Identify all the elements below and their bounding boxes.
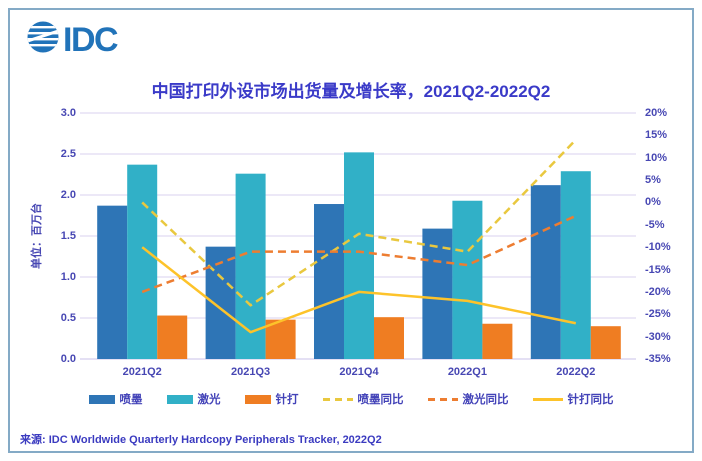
bar-inkjet-2022Q2 bbox=[530, 185, 561, 359]
right-axis-tick-20%: 20% bbox=[645, 107, 668, 119]
right-axis-tick--20%: -20% bbox=[645, 285, 671, 298]
legend-item-inkjet: 喷墨 bbox=[88, 391, 143, 407]
idc-globe-icon bbox=[26, 20, 60, 59]
bar-laser-2021Q4 bbox=[344, 152, 374, 359]
x-axis-label-2021Q3: 2021Q3 bbox=[231, 366, 271, 378]
bar-dot-matrix-2021Q2 bbox=[157, 315, 188, 359]
idc-logo-text: IDC bbox=[63, 20, 119, 59]
bar-dot-matrix-2022Q1 bbox=[482, 323, 513, 359]
bar-inkjet-2021Q4 bbox=[314, 204, 344, 359]
legend-item-inkjet-yoy: 喷墨同比 bbox=[322, 391, 404, 407]
right-axis-tick--10%: -10% bbox=[645, 241, 671, 254]
line-laser-yoy bbox=[141, 214, 577, 294]
legend-label-laser-yoy: 激光同比 bbox=[462, 394, 509, 406]
bar-dot-matrix-2021Q4 bbox=[374, 317, 404, 359]
right-axis-tick--30%: -30% bbox=[645, 330, 671, 343]
legend-swatch-laser-yoy bbox=[427, 397, 458, 401]
bar-inkjet-2021Q2 bbox=[97, 205, 128, 359]
legend-label-inkjet-yoy: 喷墨同比 bbox=[357, 394, 404, 406]
legend-swatch-dot-matrix bbox=[244, 394, 271, 404]
right-axis-tick--35%: -35% bbox=[645, 353, 671, 365]
left-axis-tick-2.5: 2.5 bbox=[60, 148, 76, 160]
legend-item-laser-yoy: 激光同比 bbox=[427, 391, 509, 407]
x-axis-label-2022Q2: 2022Q2 bbox=[556, 366, 596, 378]
bar-laser-2022Q2 bbox=[560, 171, 591, 359]
legend: 喷墨 激光 针打 喷墨同比 激光同比 针打同比 bbox=[0, 391, 702, 407]
bar-inkjet-2021Q3 bbox=[205, 246, 236, 359]
bar-dot-matrix-2022Q2 bbox=[590, 326, 621, 359]
x-axis-label-2021Q4: 2021Q4 bbox=[339, 366, 379, 378]
line-inkjet-yoy bbox=[141, 138, 577, 307]
right-axis-tick--15%: -15% bbox=[645, 263, 671, 276]
legend-swatch-inkjet bbox=[88, 394, 115, 404]
left-axis-title: 单位：百万台 bbox=[31, 203, 43, 269]
left-axis-tick-2.0: 2.0 bbox=[60, 189, 76, 201]
left-axis-tick-3.0: 3.0 bbox=[60, 107, 76, 119]
x-axis-label-2021Q2: 2021Q2 bbox=[122, 366, 162, 378]
legend-label-dot-matrix-yoy: 针打同比 bbox=[567, 394, 614, 406]
bar-laser-2022Q1 bbox=[452, 200, 483, 359]
legend-label-dot-matrix: 针打 bbox=[275, 394, 299, 406]
legend-item-dot-matrix: 针打 bbox=[244, 391, 299, 407]
line-dot-matrix-yoy bbox=[141, 246, 577, 334]
legend-swatch-laser bbox=[166, 394, 193, 404]
legend-item-dot-matrix-yoy: 针打同比 bbox=[532, 391, 614, 407]
bar-inkjet-2022Q1 bbox=[422, 228, 453, 359]
bar-dot-matrix-2021Q3 bbox=[265, 319, 296, 359]
right-axis-tick--25%: -25% bbox=[645, 308, 671, 321]
right-axis-tick-15%: 15% bbox=[645, 129, 668, 142]
left-axis-tick-1.5: 1.5 bbox=[60, 230, 76, 242]
right-axis-tick-0%: 0% bbox=[645, 196, 661, 209]
legend-swatch-inkjet-yoy bbox=[322, 397, 353, 401]
left-axis-tick-0.0: 0.0 bbox=[60, 353, 76, 365]
x-axis-label-2022Q1: 2022Q1 bbox=[447, 366, 487, 378]
right-axis-tick-10%: 10% bbox=[645, 151, 668, 164]
bar-laser-2021Q2 bbox=[127, 164, 158, 359]
source-note: 来源: IDC Worldwide Quarterly Hardcopy Per… bbox=[20, 434, 382, 446]
left-axis-tick-0.5: 0.5 bbox=[60, 312, 76, 324]
right-axis-tick-5%: 5% bbox=[645, 174, 661, 187]
idc-logo: IDC bbox=[26, 20, 119, 59]
left-axis-tick-1.0: 1.0 bbox=[60, 271, 76, 283]
right-axis-tick--5%: -5% bbox=[645, 218, 665, 231]
legend-label-inkjet: 喷墨 bbox=[119, 394, 143, 406]
legend-swatch-dot-matrix-yoy bbox=[532, 397, 563, 401]
chart-title: 中国打印外设市场出货量及增长率，2021Q2-2022Q2 bbox=[151, 82, 551, 101]
legend-item-laser: 激光 bbox=[166, 391, 221, 407]
legend-label-laser: 激光 bbox=[197, 394, 221, 406]
